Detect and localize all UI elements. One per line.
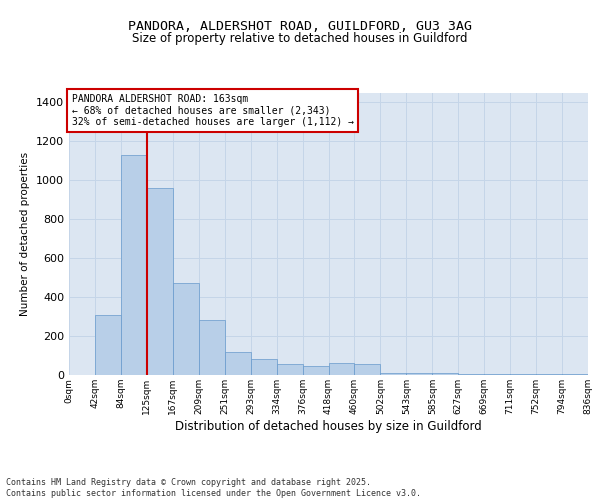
Bar	[173, 284, 199, 375]
Text: PANDORA ALDERSHOT ROAD: 163sqm
← 68% of detached houses are smaller (2,343)
32% : PANDORA ALDERSHOT ROAD: 163sqm ← 68% of …	[71, 94, 353, 127]
Bar	[484, 374, 510, 375]
Y-axis label: Number of detached properties: Number of detached properties	[20, 152, 31, 316]
X-axis label: Distribution of detached houses by size in Guildford: Distribution of detached houses by size …	[175, 420, 482, 432]
Text: Contains HM Land Registry data © Crown copyright and database right 2025.
Contai: Contains HM Land Registry data © Crown c…	[6, 478, 421, 498]
Bar	[199, 320, 224, 375]
Bar	[536, 374, 562, 375]
Text: PANDORA, ALDERSHOT ROAD, GUILDFORD, GU3 3AG: PANDORA, ALDERSHOT ROAD, GUILDFORD, GU3 …	[128, 20, 472, 32]
Bar	[380, 373, 406, 375]
Bar	[302, 366, 329, 375]
Bar	[121, 155, 147, 375]
Bar	[277, 364, 302, 375]
Bar	[433, 373, 458, 375]
Bar	[225, 352, 251, 375]
Bar	[329, 364, 355, 375]
Bar	[355, 364, 380, 375]
Bar	[510, 374, 536, 375]
Bar	[458, 374, 484, 375]
Bar	[406, 373, 432, 375]
Text: Size of property relative to detached houses in Guildford: Size of property relative to detached ho…	[132, 32, 468, 45]
Bar	[251, 360, 277, 375]
Bar	[562, 374, 588, 375]
Bar	[95, 314, 121, 375]
Bar	[147, 188, 173, 375]
